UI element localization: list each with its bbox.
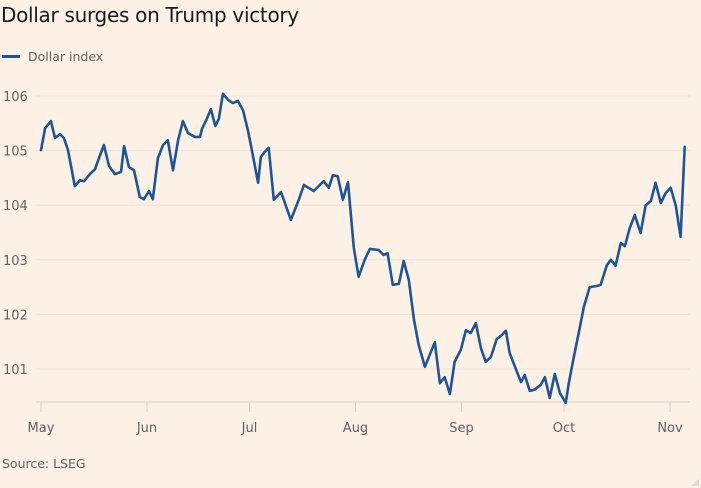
y-tick-label: 103 xyxy=(3,254,28,269)
legend-label-dollar-index: Dollar index xyxy=(28,49,104,64)
x-tick-label: Jun xyxy=(136,421,157,436)
x-axis: May Jun Jul Aug Sep Oct Nov xyxy=(28,401,690,436)
gridlines xyxy=(36,95,690,370)
y-axis: 101 102 103 104 105 106 xyxy=(3,90,28,378)
y-tick-label: 105 xyxy=(3,145,28,160)
resize-grip-icon xyxy=(691,478,699,486)
source-note: Source: LSEG xyxy=(2,456,86,471)
x-tick-label: Sep xyxy=(449,421,474,436)
y-tick-label: 102 xyxy=(3,308,28,323)
y-tick-label: 101 xyxy=(3,363,28,378)
chart-title: Dollar surges on Trump victory xyxy=(1,3,299,27)
x-tick-label: Aug xyxy=(343,421,368,436)
series-layer xyxy=(39,92,686,405)
x-tick-label: May xyxy=(28,421,55,436)
x-tick-label: Nov xyxy=(657,421,683,436)
legend: Dollar index xyxy=(2,49,103,64)
x-tick-label: Jul xyxy=(241,421,258,436)
y-tick-label: 104 xyxy=(3,199,28,214)
legend-swatch-dollar-index xyxy=(2,55,20,58)
x-tick-label: Oct xyxy=(553,421,575,436)
series-line-dollar-index xyxy=(39,92,686,405)
y-tick-label: 106 xyxy=(3,90,28,105)
